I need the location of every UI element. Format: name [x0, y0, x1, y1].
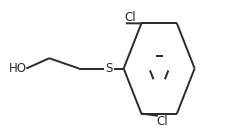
Text: S: S [105, 62, 112, 75]
Text: Cl: Cl [157, 115, 169, 128]
Text: Cl: Cl [125, 11, 136, 24]
Text: HO: HO [9, 62, 27, 75]
